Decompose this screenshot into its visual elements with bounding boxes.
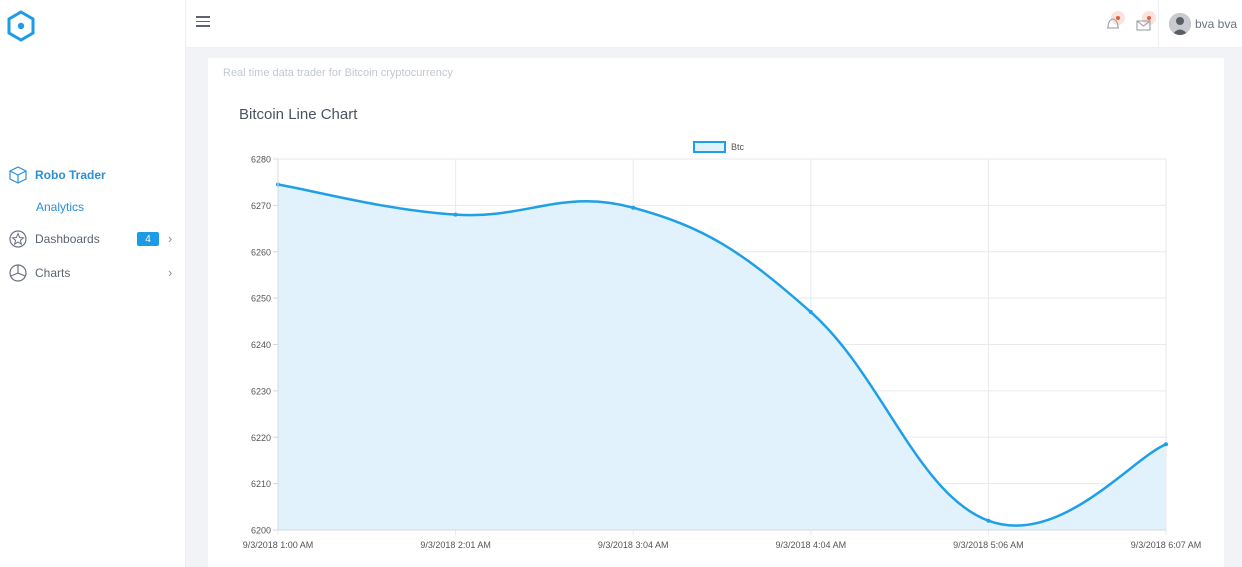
sidebar-nav: Robo Trader Analytics Dashboards 4 › — [0, 158, 186, 290]
chevron-right-icon: › — [168, 265, 173, 280]
y-tick-label: 6250 — [251, 294, 271, 304]
avatar[interactable] — [1169, 13, 1191, 35]
y-tick-label: 6240 — [251, 340, 271, 350]
x-tick-label: 9/3/2018 1:00 AM — [243, 540, 314, 550]
cube-icon — [7, 164, 29, 186]
menu-toggle-icon[interactable] — [196, 16, 210, 28]
sidebar-item-analytics[interactable]: Analytics — [36, 200, 85, 214]
chart-title: Bitcoin Line Chart — [239, 106, 358, 123]
y-tick-label: 6220 — [251, 433, 271, 443]
data-point — [631, 205, 636, 210]
data-point — [808, 310, 813, 315]
y-tick-label: 6200 — [251, 526, 271, 536]
data-point — [1164, 442, 1168, 447]
y-tick-label: 6270 — [251, 201, 271, 211]
data-point — [453, 212, 458, 217]
mail-icon[interactable] — [1133, 9, 1159, 35]
notification-bell-icon[interactable] — [1102, 9, 1128, 35]
user-name[interactable]: bva bva — [1195, 17, 1238, 31]
y-tick-label: 6230 — [251, 386, 271, 396]
legend-swatch-btc — [693, 141, 726, 153]
y-tick-label: 6280 — [251, 155, 271, 165]
legend-label-btc: Btc — [731, 142, 745, 152]
data-point — [986, 518, 991, 523]
header-divider — [1158, 0, 1159, 48]
x-tick-label: 9/3/2018 2:01 AM — [420, 540, 491, 550]
sidebar-item-dashboards[interactable]: Dashboards 4 › — [0, 222, 186, 256]
series-area-btc — [278, 184, 1166, 530]
sidebar-item-label: Dashboards — [35, 232, 100, 246]
page-subtitle: Real time data trader for Bitcoin crypto… — [223, 67, 453, 79]
y-tick-label: 6260 — [251, 247, 271, 257]
sidebar-item-label: Charts — [35, 266, 71, 280]
y-tick-label: 6210 — [251, 479, 271, 489]
top-header: bva bva — [186, 0, 1242, 48]
x-tick-label: 9/3/2018 6:07 AM — [1131, 540, 1202, 550]
pie-chart-icon — [7, 262, 29, 284]
x-tick-label: 9/3/2018 4:04 AM — [776, 540, 847, 550]
sidebar-item-label: Robo Trader — [35, 168, 106, 182]
sidebar-item-charts[interactable]: Charts › — [0, 256, 186, 290]
chevron-right-icon: › — [168, 231, 173, 246]
x-tick-label: 9/3/2018 5:06 AM — [953, 540, 1024, 550]
dashboards-badge: 4 — [137, 232, 159, 246]
speedometer-icon — [7, 228, 29, 250]
sidebar-item-robo-trader[interactable]: Robo Trader — [0, 158, 186, 192]
sidebar: Robo Trader Analytics Dashboards 4 › — [0, 0, 186, 567]
x-tick-label: 9/3/2018 3:04 AM — [598, 540, 669, 550]
chart-card: Real time data trader for Bitcoin crypto… — [208, 58, 1224, 567]
logo-icon[interactable] — [6, 10, 36, 42]
bitcoin-line-chart: 6280 6270 6260 6250 6240 6230 6220 6210 6200 9/3/… — [243, 141, 1202, 550]
series-line-btc — [277, 183, 1167, 527]
